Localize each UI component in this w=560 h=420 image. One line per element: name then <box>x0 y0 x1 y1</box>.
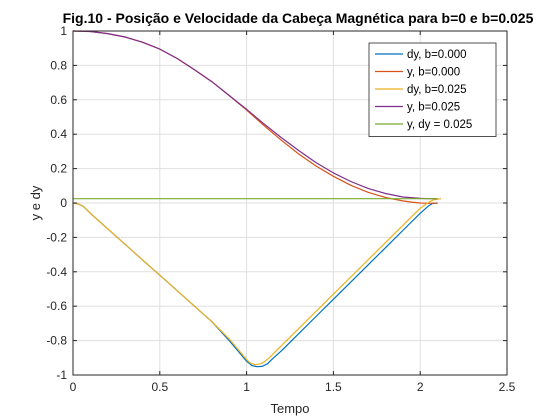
x-tick-label: 1 <box>243 380 250 394</box>
series-line-3 <box>72 198 442 366</box>
y-tick-label: -0.8 <box>46 334 67 348</box>
legend-label: y, b=0.000 <box>407 67 460 79</box>
y-axis-label: y e dy <box>28 185 43 220</box>
legend-box <box>368 42 497 137</box>
y-tick-label: 1 <box>60 24 67 38</box>
legend-label: dy, b=0.025 <box>407 84 467 96</box>
tick-marks <box>72 30 508 376</box>
y-tick-label: -0.6 <box>46 299 67 313</box>
y-tick-label: -0.2 <box>46 230 67 244</box>
x-tick-labels: 0 0.5 1 1.5 2 2.5 <box>70 380 516 394</box>
y-tick-labels: -1 -0.8 -0.6 -0.4 -0.2 0 0.2 0.4 0.6 0.8 1 <box>46 24 67 382</box>
y-tick-label: -1 <box>56 368 67 382</box>
y-tick-label: -0.4 <box>46 265 67 279</box>
y-tick-label: 0 <box>60 196 67 210</box>
series-line-4 <box>72 30 438 200</box>
legend-label: y, b=0.025 <box>407 102 460 114</box>
x-tick-label: 0 <box>70 380 77 394</box>
x-axis-label: Tempo <box>270 401 309 416</box>
legend-label: dy, b=0.000 <box>407 49 467 61</box>
legend: dy, b=0.000 y, b=0.000 dy, b=0.025 y, b=0.0… <box>368 42 497 137</box>
y-tick-label: 0.4 <box>50 127 67 141</box>
series-layer <box>72 30 442 368</box>
chart-title: Fig.10 - Posição e Velocidade da Cabeça … <box>63 10 534 26</box>
legend-label: y, dy = 0.025 <box>407 119 472 131</box>
x-tick-label: 2 <box>417 380 424 394</box>
x-tick-label: 0.5 <box>151 380 168 394</box>
y-tick-label: 0.6 <box>50 93 67 107</box>
y-tick-label: 0.8 <box>50 58 67 72</box>
x-tick-label: 1.5 <box>325 380 342 394</box>
y-tick-label: 0.2 <box>50 162 67 176</box>
x-tick-label: 2.5 <box>499 380 516 394</box>
